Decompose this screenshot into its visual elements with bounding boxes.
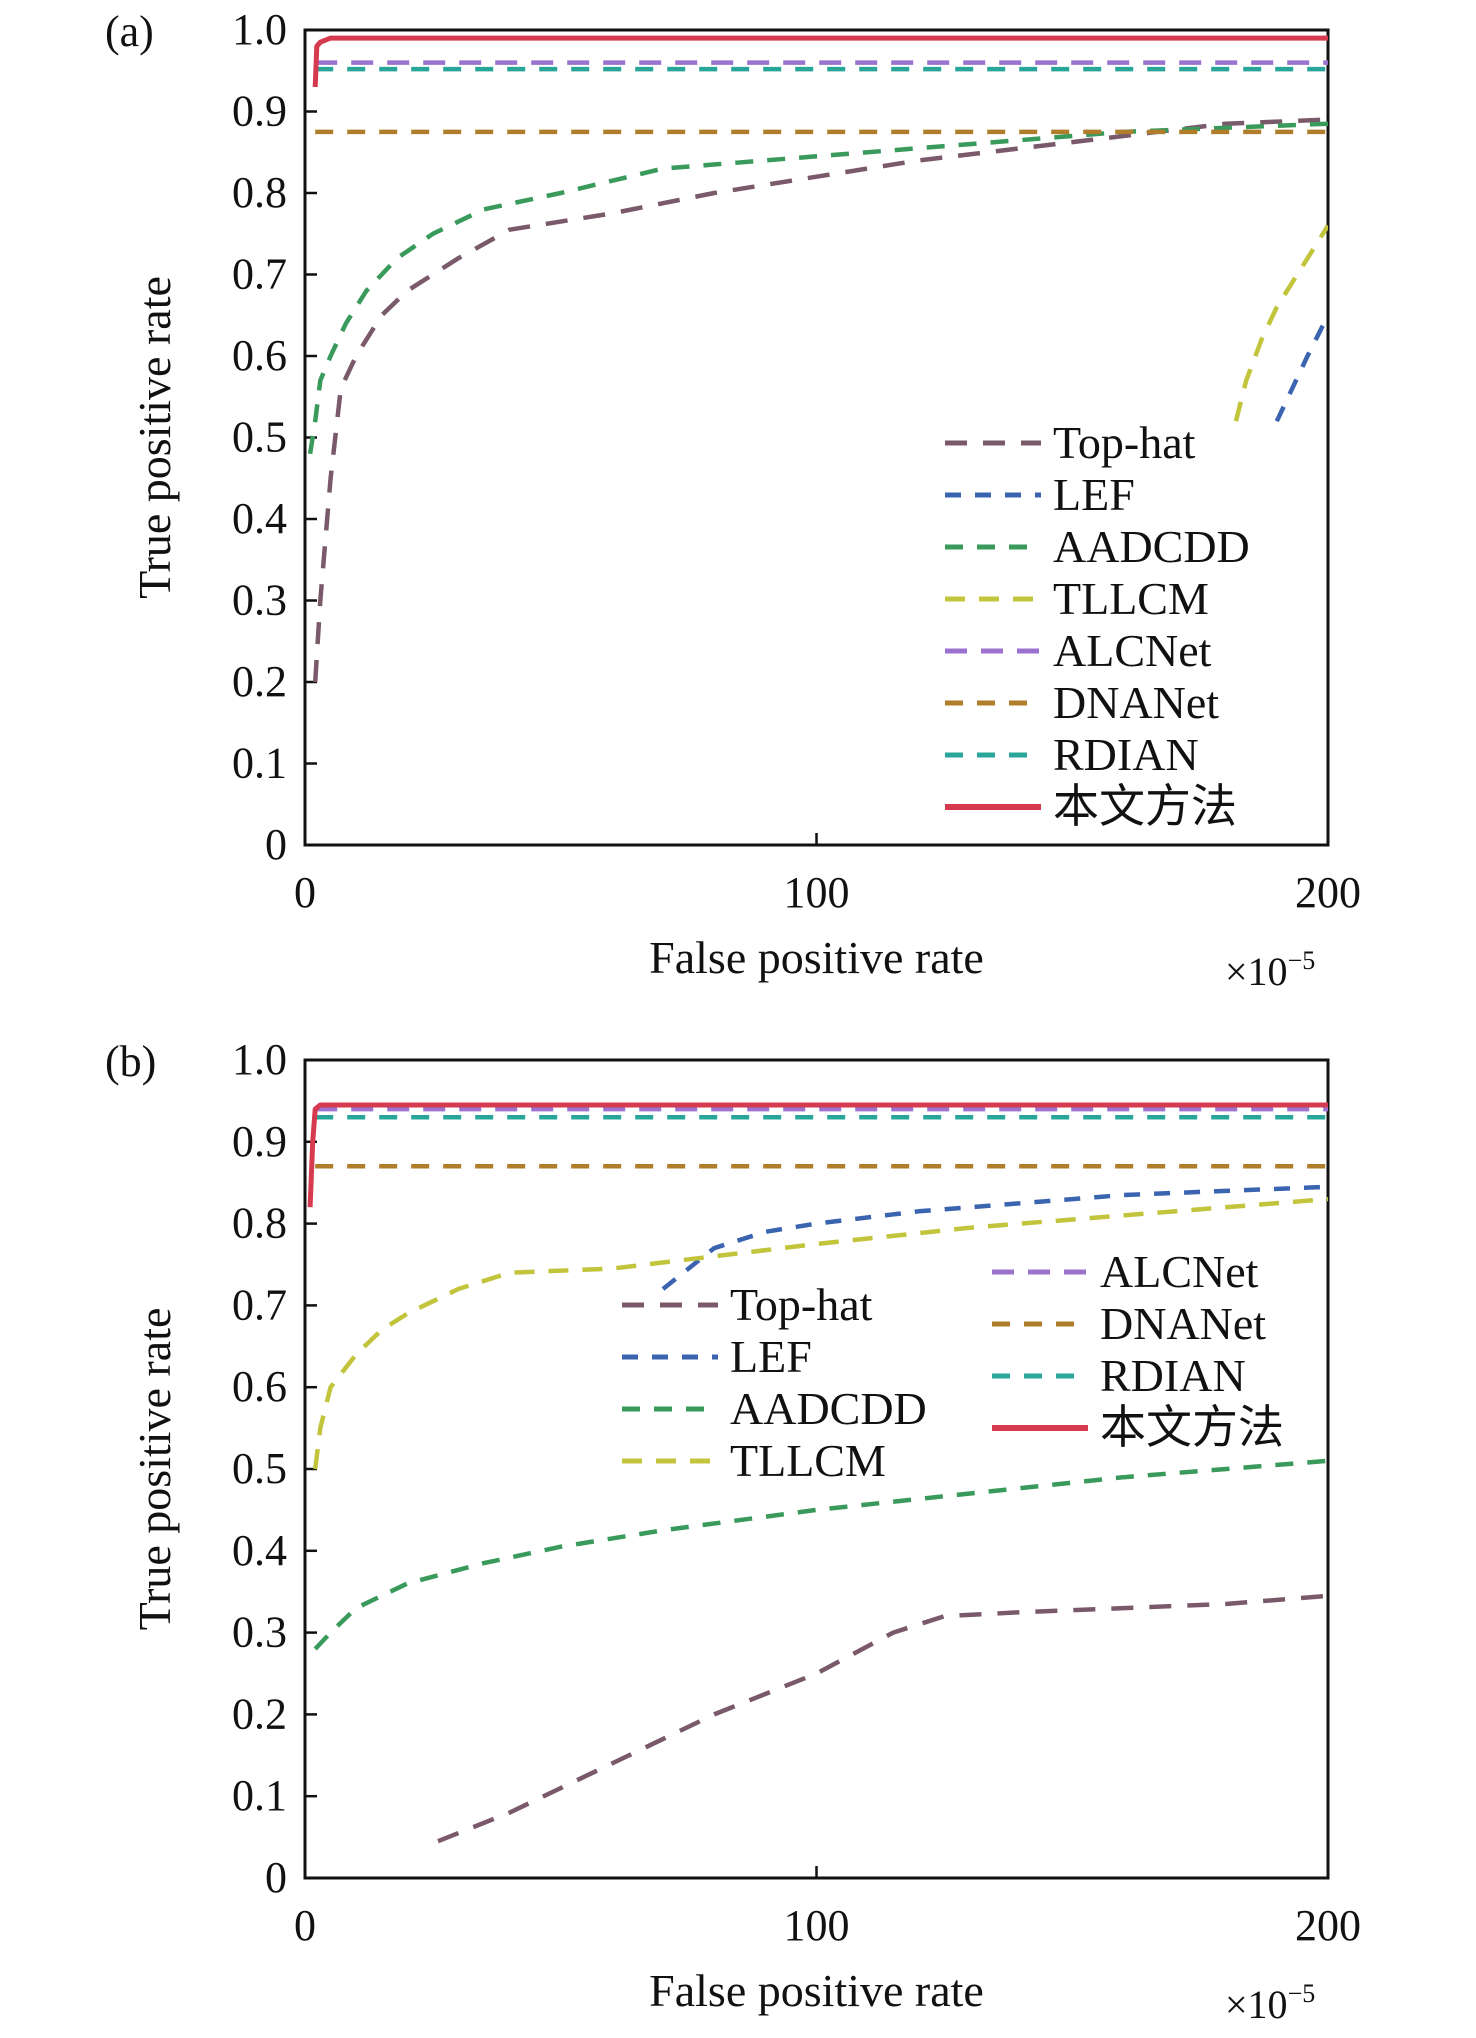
x-scale-note: ×10−5 xyxy=(1225,1979,1315,2027)
legend-label: Top-hat xyxy=(1053,417,1196,468)
y-tick-label: 0.6 xyxy=(232,331,287,380)
panel-label: (b) xyxy=(105,1037,156,1086)
y-tick-label: 1.0 xyxy=(232,1035,287,1084)
y-tick-label: 0.7 xyxy=(232,1280,287,1329)
y-tick-label: 0.8 xyxy=(232,1199,287,1248)
x-tick-label: 200 xyxy=(1295,868,1361,917)
y-tick-label: 0.6 xyxy=(232,1362,287,1411)
series-line-ours xyxy=(307,1102,1328,1208)
series-line-tllcm xyxy=(1233,224,1328,422)
legend-label: AADCDD xyxy=(730,1383,927,1434)
legend-label: 本文方法 xyxy=(1100,1402,1284,1453)
panel-b-chart: 0 0.1 0.2 0.3 0.4 0.5 0.6 0.7 0.8 0.9 1.0 0 100 200 Fa… xyxy=(105,1035,1361,2027)
legend-label: 本文方法 xyxy=(1053,781,1237,832)
y-tick-label: 0.4 xyxy=(232,494,287,543)
legend-label: TLLCM xyxy=(730,1435,886,1486)
x-scale-note: ×10−5 xyxy=(1225,946,1315,994)
legend-label: LEF xyxy=(1053,469,1135,520)
y-tick-label: 0.3 xyxy=(232,1608,287,1657)
y-tick-label: 0.5 xyxy=(232,413,287,462)
y-tick-label: 1.0 xyxy=(232,5,287,54)
x-tick-label: 100 xyxy=(784,868,850,917)
x-tick-label: 200 xyxy=(1295,1901,1361,1950)
series-line-tophat xyxy=(437,1593,1328,1844)
x-axis-label: False positive rate xyxy=(649,932,984,983)
x-tick-label: 0 xyxy=(294,1901,316,1950)
y-axis-label: True positive rate xyxy=(129,276,180,599)
x-axis-label: False positive rate xyxy=(649,1965,984,2016)
legend-label: RDIAN xyxy=(1053,729,1199,780)
legend-label: Top-hat xyxy=(730,1279,873,1330)
legend-label: RDIAN xyxy=(1100,1350,1246,1401)
series-line-aadcdd xyxy=(313,1458,1328,1651)
x-tick-label: 0 xyxy=(294,868,316,917)
y-tick-label: 0.8 xyxy=(232,168,287,217)
x-tick-label: 100 xyxy=(784,1901,850,1950)
legend-label: ALCNet xyxy=(1053,625,1212,676)
y-tick-label: 0.1 xyxy=(232,1771,287,1820)
y-tick-label: 0.5 xyxy=(232,1444,287,1493)
legend-label: AADCDD xyxy=(1053,521,1250,572)
y-tick-label: 0.1 xyxy=(232,739,287,788)
y-tick-label: 0.9 xyxy=(232,1117,287,1166)
y-tick-label: 0.2 xyxy=(232,1689,287,1738)
series-line-lef xyxy=(1274,314,1328,423)
y-tick-label: 0 xyxy=(265,1853,287,1902)
series-line-tophat xyxy=(312,117,1328,683)
x-scale-exponent: −5 xyxy=(1288,1979,1316,2008)
panel-label: (a) xyxy=(105,7,154,56)
series-line-lef xyxy=(661,1184,1328,1291)
y-tick-label: 0.3 xyxy=(232,576,287,625)
x-scale-exponent: −5 xyxy=(1288,946,1316,975)
y-axis-label: True positive rate xyxy=(129,1308,180,1631)
legend-label: DNANet xyxy=(1100,1298,1266,1349)
series-line-ours xyxy=(312,35,1328,88)
legend-label: LEF xyxy=(730,1331,812,1382)
y-tick-label: 0.4 xyxy=(232,1526,287,1575)
legend-label: ALCNet xyxy=(1100,1246,1259,1297)
y-tick-label: 0.2 xyxy=(232,657,287,706)
y-tick-label: 0.7 xyxy=(232,250,287,299)
series-line-aadcdd xyxy=(307,121,1328,455)
y-tick-label: 0 xyxy=(265,820,287,869)
legend-label: TLLCM xyxy=(1053,573,1209,624)
series-line-tllcm xyxy=(312,1196,1328,1470)
legend-label: DNANet xyxy=(1053,677,1219,728)
panel-a-chart: 0 0.1 0.2 0.3 0.4 0.5 0.6 0.7 0.8 0.9 1.0 0 100 200 Fa… xyxy=(105,5,1361,994)
y-tick-label: 0.9 xyxy=(232,87,287,136)
